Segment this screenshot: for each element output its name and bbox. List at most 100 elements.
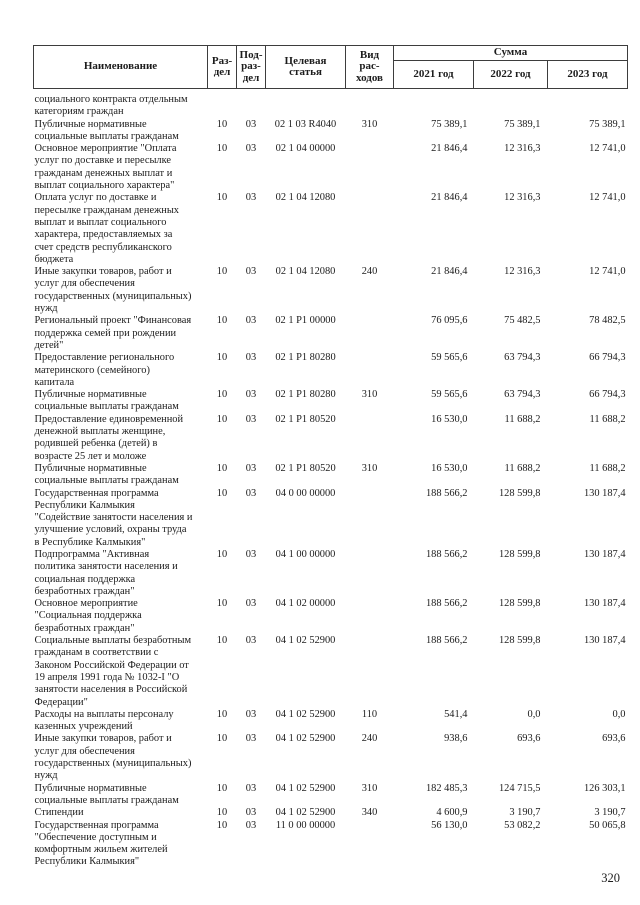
cell-amount-2021: 75 389,1 (431, 118, 468, 130)
cell-razdel: 10 (216, 266, 228, 278)
cell-amount-2021: 188 566,2 (425, 635, 468, 647)
cell-expense-type: 110 (361, 708, 378, 720)
table-row: Оплата услуг по доставке и пересылке гра… (34, 192, 628, 266)
cell-razdel: 10 (216, 782, 228, 794)
cell-target-article: 04 1 02 52900 (275, 635, 336, 647)
cell-target-article: 04 1 02 52900 (275, 708, 336, 720)
col-header-razdel: Раз- дел (207, 45, 237, 89)
cell-amount-2022: 53 082,2 (504, 819, 541, 831)
cell-amount-2022: 63 794,3 (504, 352, 541, 364)
cell-amount-2023: 75 389,1 (589, 118, 626, 130)
cell-amount-2023: 0,0 (612, 708, 626, 720)
cell-podrazdel: 03 (245, 782, 257, 794)
cell-podrazdel: 03 (245, 389, 257, 401)
cell-target-article: 02 1 P1 80280 (275, 352, 336, 364)
cell-expense-type: 310 (361, 462, 378, 474)
cell-amount-2023: 126 303,1 (583, 782, 626, 794)
cell-podrazdel: 03 (245, 807, 257, 819)
cell-podrazdel: 03 (245, 352, 257, 364)
page-number: 320 (601, 871, 620, 885)
cell-expense-type (346, 488, 394, 549)
cell-razdel: 10 (216, 192, 228, 204)
cell-amount-2022: 128 599,8 (498, 598, 541, 610)
cell-expense-type: 240 (361, 266, 378, 278)
cell-amount-2021: 182 485,3 (425, 782, 468, 794)
cell-name: Государственная программа Республики Кал… (34, 487, 193, 548)
table-row: Предоставление регионального материнског… (34, 352, 628, 389)
cell-razdel: 10 (216, 598, 228, 610)
cell-podrazdel: 03 (245, 635, 257, 647)
cell-target-article: 11 0 00 00000 (275, 819, 336, 831)
table-row: Иные закупки товаров, работ и услуг для … (34, 733, 628, 782)
cell-amount-2023: 693,6 (602, 733, 626, 745)
cell-target-article: 02 1 04 00000 (275, 143, 336, 155)
cell-amount-2021: 76 095,6 (431, 315, 468, 327)
cell-name: Стипендии (34, 807, 84, 819)
col-header-summa: Сумма (392, 45, 629, 61)
table-row: Публичные нормативные социальные выплаты… (34, 463, 628, 488)
cell-name: Расходы на выплаты персоналу казенных уч… (34, 708, 174, 733)
cell-amount-2022: 128 599,8 (498, 548, 541, 560)
cell-amount-2023: 12 741,0 (589, 192, 626, 204)
cell-target-article (266, 89, 346, 119)
cell-expense-type (346, 598, 394, 635)
cell-amount-2023: 130 187,4 (583, 635, 626, 647)
cell-amount-2021: 4 600,9 (436, 807, 468, 819)
cell-podrazdel: 03 (245, 192, 257, 204)
cell-razdel: 10 (216, 487, 228, 499)
cell-expense-type (346, 89, 394, 119)
cell-amount-2021: 188 566,2 (425, 548, 468, 560)
cell-name: Публичные нормативные социальные выплаты… (34, 118, 179, 142)
cell-amount-2021: 188 566,2 (425, 598, 468, 610)
cell-amount-2023: 12 741,0 (589, 143, 626, 155)
table-row: Региональный проект "Финансовая поддержк… (34, 315, 628, 352)
cell-amount-2022: 3 190,7 (509, 807, 541, 819)
cell-razdel: 10 (216, 708, 228, 720)
cell-expense-type: 310 (361, 782, 378, 794)
cell-amount-2023: 130 187,4 (583, 548, 626, 560)
table-row: Иные закупки товаров, работ и услуг для … (34, 266, 628, 315)
cell-name: Социальные выплаты безработным гражданам… (34, 635, 192, 708)
cell-name: Предоставление регионального материнског… (34, 352, 175, 388)
cell-expense-type (346, 549, 394, 598)
cell-name: социального контракта отдельным категори… (34, 94, 188, 118)
cell-razdel: 10 (216, 143, 228, 155)
cell-target-article: 04 1 02 52900 (275, 782, 336, 794)
cell-amount-2021: 59 565,6 (431, 352, 468, 364)
cell-podrazdel (237, 89, 266, 119)
cell-expense-type (346, 820, 394, 869)
table-body: социального контракта отдельным категори… (34, 89, 628, 869)
cell-amount-2022 (474, 89, 548, 119)
cell-target-article: 02 1 P1 00000 (275, 315, 336, 327)
cell-razdel: 10 (216, 413, 228, 425)
cell-expense-type (346, 352, 394, 389)
col-header-podrazdel: Под- раз- дел (236, 45, 266, 89)
cell-name: Основное мероприятие "Социальная поддерж… (34, 598, 142, 634)
table-row: Основное мероприятие "Оплата услуг по до… (34, 143, 628, 192)
cell-amount-2021: 56 130,0 (431, 819, 468, 831)
cell-amount-2021: 16 530,0 (431, 462, 468, 474)
cell-podrazdel: 03 (245, 118, 257, 130)
cell-amount-2022: 63 794,3 (504, 389, 541, 401)
col-header-name: Наименование (33, 45, 208, 89)
col-header-year-2022: 2022 год (473, 60, 548, 89)
cell-expense-type (346, 414, 394, 463)
cell-amount-2021: 59 565,6 (431, 389, 468, 401)
col-header-target-article: Целевая статья (265, 45, 346, 89)
cell-amount-2021: 541,4 (444, 708, 468, 720)
table-row: Подпрограмма "Активная политика занятост… (34, 549, 628, 598)
cell-expense-type: 310 (361, 389, 378, 401)
cell-amount-2021: 938,6 (444, 733, 468, 745)
cell-amount-2023: 66 794,3 (589, 352, 626, 364)
cell-target-article: 04 0 00 00000 (275, 487, 336, 499)
cell-expense-type (346, 635, 394, 709)
cell-podrazdel: 03 (245, 548, 257, 560)
cell-razdel: 10 (216, 462, 228, 474)
table-row: социального контракта отдельным категори… (34, 89, 628, 119)
cell-razdel: 10 (216, 389, 228, 401)
cell-name: Публичные нормативные социальные выплаты… (34, 782, 179, 806)
cell-target-article: 04 1 02 52900 (275, 733, 336, 745)
cell-expense-type: 240 (361, 733, 378, 745)
table-row: Основное мероприятие "Социальная поддерж… (34, 598, 628, 635)
